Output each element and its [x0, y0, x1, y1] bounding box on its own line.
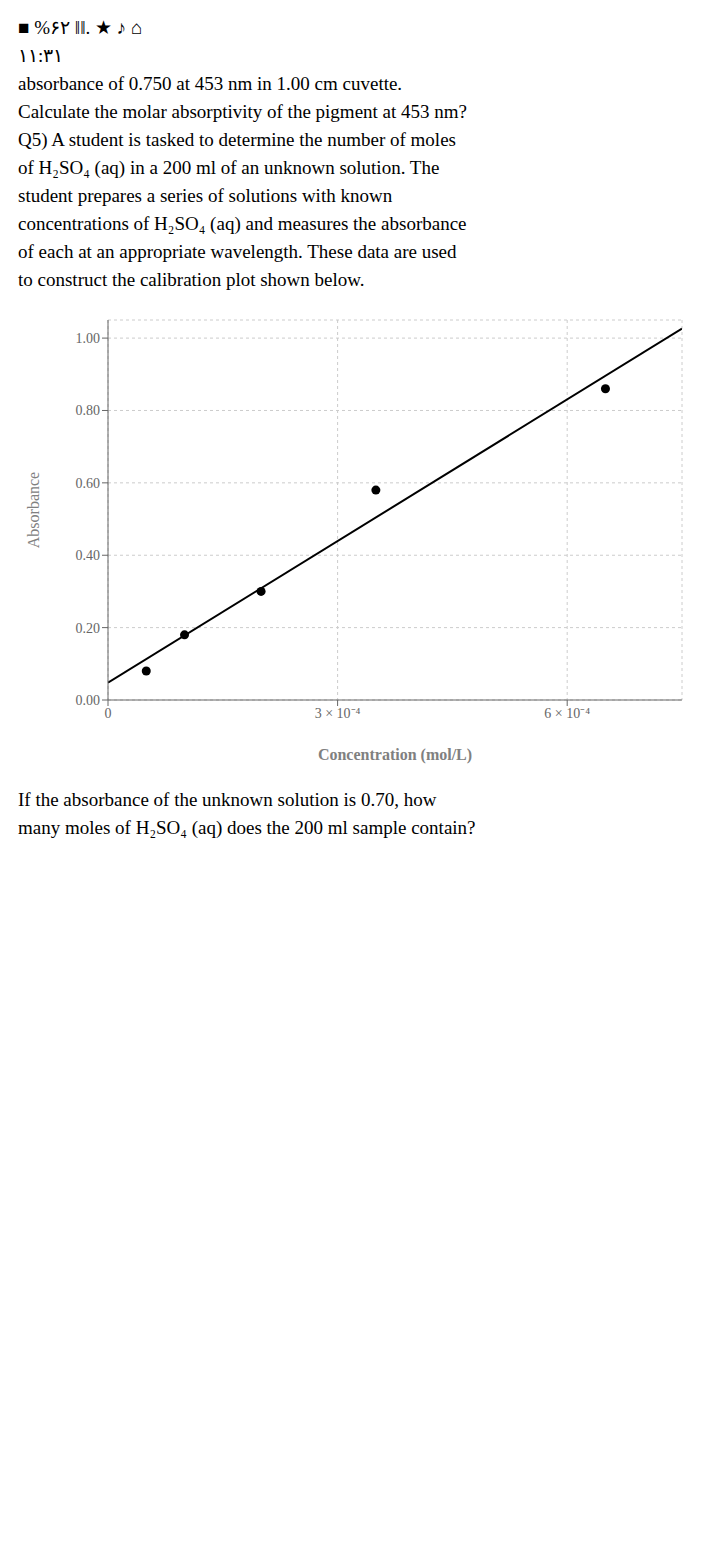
html-text:■ %۶۲ ‖‖. ★ ♪ ⌂: ■ %۶۲ ‖‖. ★ ♪ ⌂ — [18, 17, 143, 38]
html-text:If the absorbance of the unkno: If the absorbance of the unknown solutio… — [18, 789, 437, 810]
html-text:Calculate the molar absorptivi: Calculate the molar absorptivity of the … — [18, 101, 467, 122]
svg-text:0.00: 0.00 — [76, 693, 101, 708]
svg-text:0.60: 0.60 — [76, 476, 101, 491]
html-text:of each at an appropriate wave: of each at an appropriate wavelength. Th… — [18, 241, 457, 262]
svg-text:0.80: 0.80 — [76, 403, 101, 418]
svg-text:0.40: 0.40 — [76, 548, 101, 563]
html-text:۱۱:۳۱: ۱۱:۳۱ — [18, 45, 64, 66]
svg-text:Concentration (mol/L): Concentration (mol/L) — [318, 746, 472, 764]
html-text:of H₂SO₄ (aq) in a 200 ml of a: of H₂SO₄ (aq) in a 200 ml of an unknown … — [18, 157, 440, 178]
svg-text:0.20: 0.20 — [76, 621, 101, 636]
html-text:concentrations of H₂SO₄ (aq) a: concentrations of H₂SO₄ (aq) and measure… — [18, 213, 467, 234]
svg-text:3 × 10⁻⁴: 3 × 10⁻⁴ — [315, 706, 361, 721]
html-text:student prepares a series of s: student prepares a series of solutions w… — [18, 185, 393, 206]
html-text:absorbance of 0.750 at 453 nm: absorbance of 0.750 at 453 nm in 1.00 cm… — [18, 73, 403, 94]
html-text:many moles of H₂SO₄ (aq) does: many moles of H₂SO₄ (aq) does the 200 ml… — [18, 817, 476, 838]
html-text:Q5) A student is tasked to det: Q5) A student is tasked to determine the… — [18, 129, 456, 150]
svg-text:Absorbance: Absorbance — [25, 472, 42, 548]
svg-text:6 × 10⁻⁴: 6 × 10⁻⁴ — [544, 706, 590, 721]
svg-text:0: 0 — [105, 706, 112, 721]
svg-text:1.00: 1.00 — [76, 331, 101, 346]
html-text:to construct the calibration p: to construct the calibration plot shown … — [18, 269, 365, 290]
